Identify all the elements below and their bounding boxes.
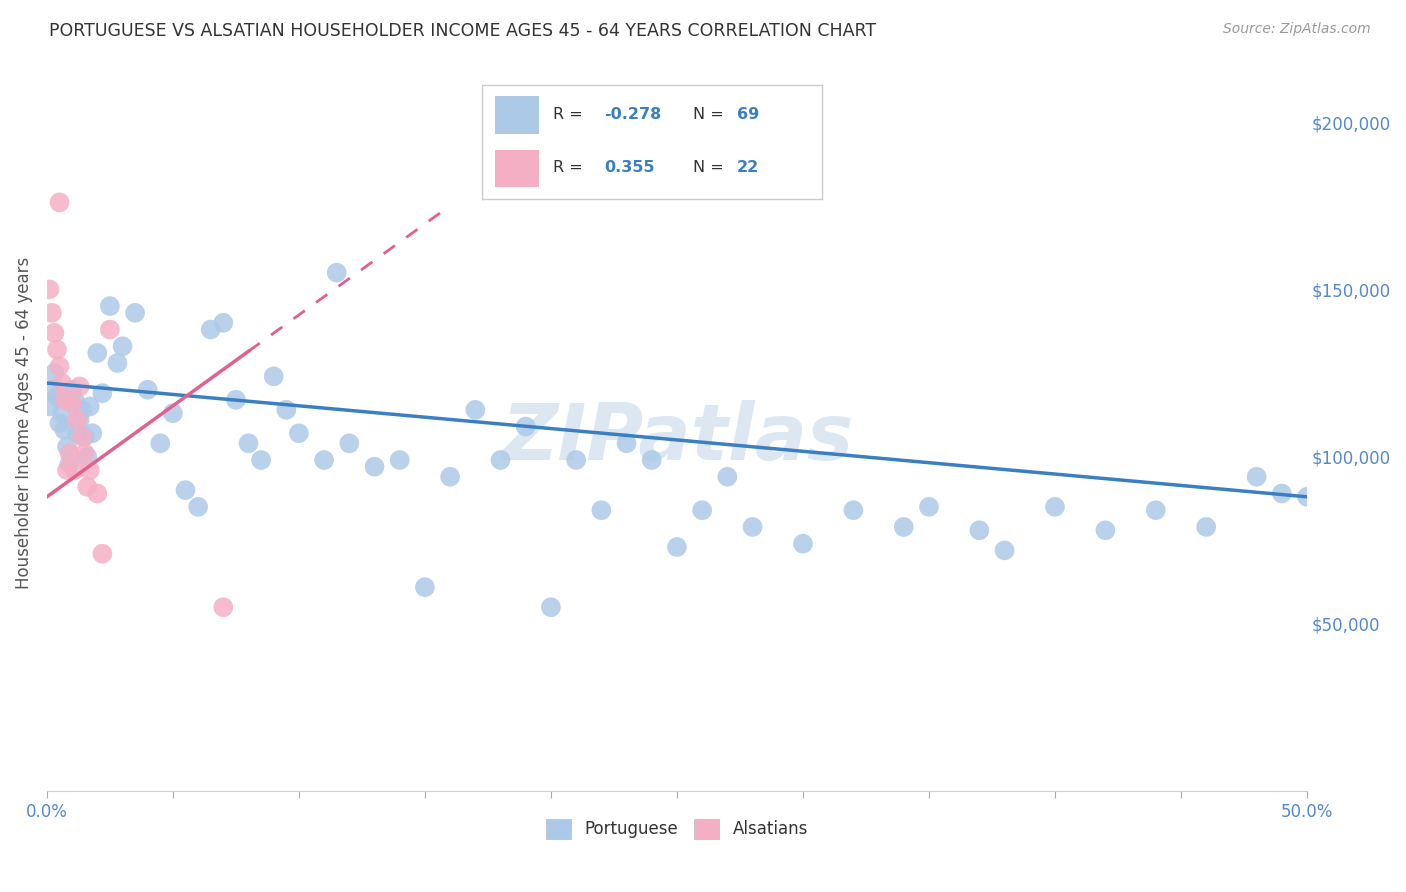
Point — [46, 343, 69, 357]
Point — [66, 426, 89, 441]
Point — [716, 469, 738, 483]
Point — [565, 453, 588, 467]
Point — [91, 386, 114, 401]
Point — [73, 446, 96, 460]
Point — [690, 503, 713, 517]
Point — [1246, 469, 1268, 483]
Point — [388, 453, 411, 467]
Text: Source: ZipAtlas.com: Source: ZipAtlas.com — [1223, 22, 1371, 37]
Point — [124, 306, 146, 320]
Point — [76, 480, 98, 494]
Point — [616, 436, 638, 450]
Point — [51, 406, 73, 420]
Point — [842, 503, 865, 517]
Y-axis label: Householder Income Ages 45 - 64 years: Householder Income Ages 45 - 64 years — [15, 257, 32, 590]
Point — [200, 322, 222, 336]
Point — [70, 402, 93, 417]
Point — [288, 426, 311, 441]
Point — [48, 416, 70, 430]
Point — [250, 453, 273, 467]
Point — [337, 436, 360, 450]
Point — [51, 376, 73, 390]
Point — [70, 429, 93, 443]
Point — [53, 392, 76, 407]
Point — [60, 396, 83, 410]
Point — [38, 400, 60, 414]
Point — [107, 356, 129, 370]
Point — [44, 366, 66, 380]
Point — [325, 266, 347, 280]
Point — [69, 379, 91, 393]
Point — [1144, 503, 1167, 517]
Point — [314, 453, 336, 467]
Point — [212, 600, 235, 615]
Point — [41, 306, 63, 320]
Point — [69, 413, 91, 427]
Point — [63, 392, 86, 407]
Point — [238, 436, 260, 450]
Point — [263, 369, 285, 384]
Point — [162, 406, 184, 420]
Point — [212, 316, 235, 330]
Point — [136, 383, 159, 397]
Point — [1195, 520, 1218, 534]
Point — [741, 520, 763, 534]
Point — [439, 469, 461, 483]
Point — [540, 600, 562, 615]
Point — [56, 463, 79, 477]
Point — [73, 429, 96, 443]
Point — [82, 426, 104, 441]
Text: ZIPatlas: ZIPatlas — [501, 400, 853, 476]
Point — [79, 400, 101, 414]
Point — [363, 459, 385, 474]
Point — [276, 402, 298, 417]
Point — [46, 389, 69, 403]
Point — [993, 543, 1015, 558]
Point — [44, 326, 66, 340]
Point — [53, 423, 76, 437]
Point — [91, 547, 114, 561]
Point — [56, 440, 79, 454]
Point — [98, 322, 121, 336]
Point — [1271, 486, 1294, 500]
Point — [1296, 490, 1319, 504]
Point — [60, 383, 83, 397]
Point — [918, 500, 941, 514]
Point — [149, 436, 172, 450]
Point — [464, 402, 486, 417]
Point — [58, 446, 80, 460]
Point — [969, 523, 991, 537]
Point — [665, 540, 688, 554]
Point — [413, 580, 436, 594]
Point — [1043, 500, 1066, 514]
Point — [111, 339, 134, 353]
Point — [515, 419, 537, 434]
Point — [79, 463, 101, 477]
Point — [66, 413, 89, 427]
Point — [591, 503, 613, 517]
Point — [86, 346, 108, 360]
Point — [58, 456, 80, 470]
Point — [76, 450, 98, 464]
Point — [48, 359, 70, 374]
Point — [48, 195, 70, 210]
Point — [641, 453, 664, 467]
Point — [174, 483, 197, 497]
Point — [63, 463, 86, 477]
Point — [893, 520, 915, 534]
Point — [98, 299, 121, 313]
Point — [187, 500, 209, 514]
Point — [41, 383, 63, 397]
Point — [225, 392, 247, 407]
Point — [792, 536, 814, 550]
Text: PORTUGUESE VS ALSATIAN HOUSEHOLDER INCOME AGES 45 - 64 YEARS CORRELATION CHART: PORTUGUESE VS ALSATIAN HOUSEHOLDER INCOM… — [49, 22, 876, 40]
Point — [489, 453, 512, 467]
Point — [38, 282, 60, 296]
Legend: Portuguese, Alsatians: Portuguese, Alsatians — [538, 812, 815, 846]
Point — [86, 486, 108, 500]
Point — [1094, 523, 1116, 537]
